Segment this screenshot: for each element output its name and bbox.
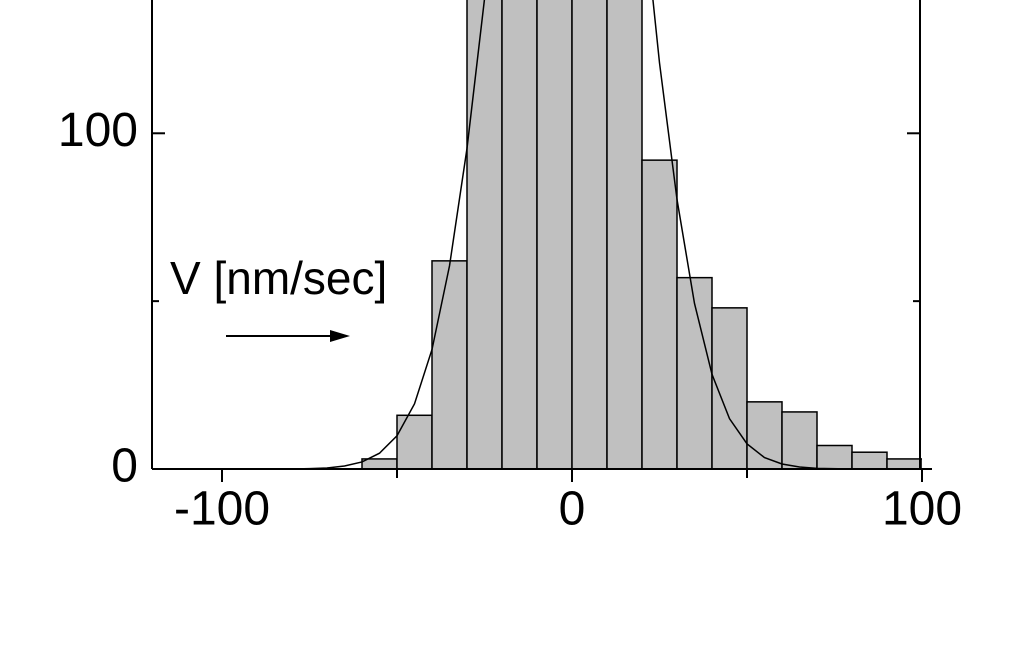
bar <box>431 260 468 470</box>
x-tick-label: 0 <box>559 483 586 536</box>
plot-area <box>152 0 922 470</box>
bar <box>466 0 503 470</box>
fit-curve <box>152 0 922 470</box>
annotation: V [nm/sec] <box>170 252 387 304</box>
bar <box>606 0 643 470</box>
x-tick-label: 100 <box>882 483 962 536</box>
bar <box>781 411 818 470</box>
bar <box>676 276 713 470</box>
x-tick-label: -100 <box>174 483 270 536</box>
bar <box>746 401 783 470</box>
bar <box>886 458 922 470</box>
y-tick-label: 0 <box>111 440 138 493</box>
bar <box>501 0 538 470</box>
bar <box>816 444 853 470</box>
bar <box>361 458 398 470</box>
bar <box>396 414 433 470</box>
bar <box>536 0 573 470</box>
y-tick-label: 100 <box>58 104 138 157</box>
bar <box>851 451 888 470</box>
bar <box>641 159 678 470</box>
bar <box>571 0 608 470</box>
arrow-head <box>330 330 350 342</box>
